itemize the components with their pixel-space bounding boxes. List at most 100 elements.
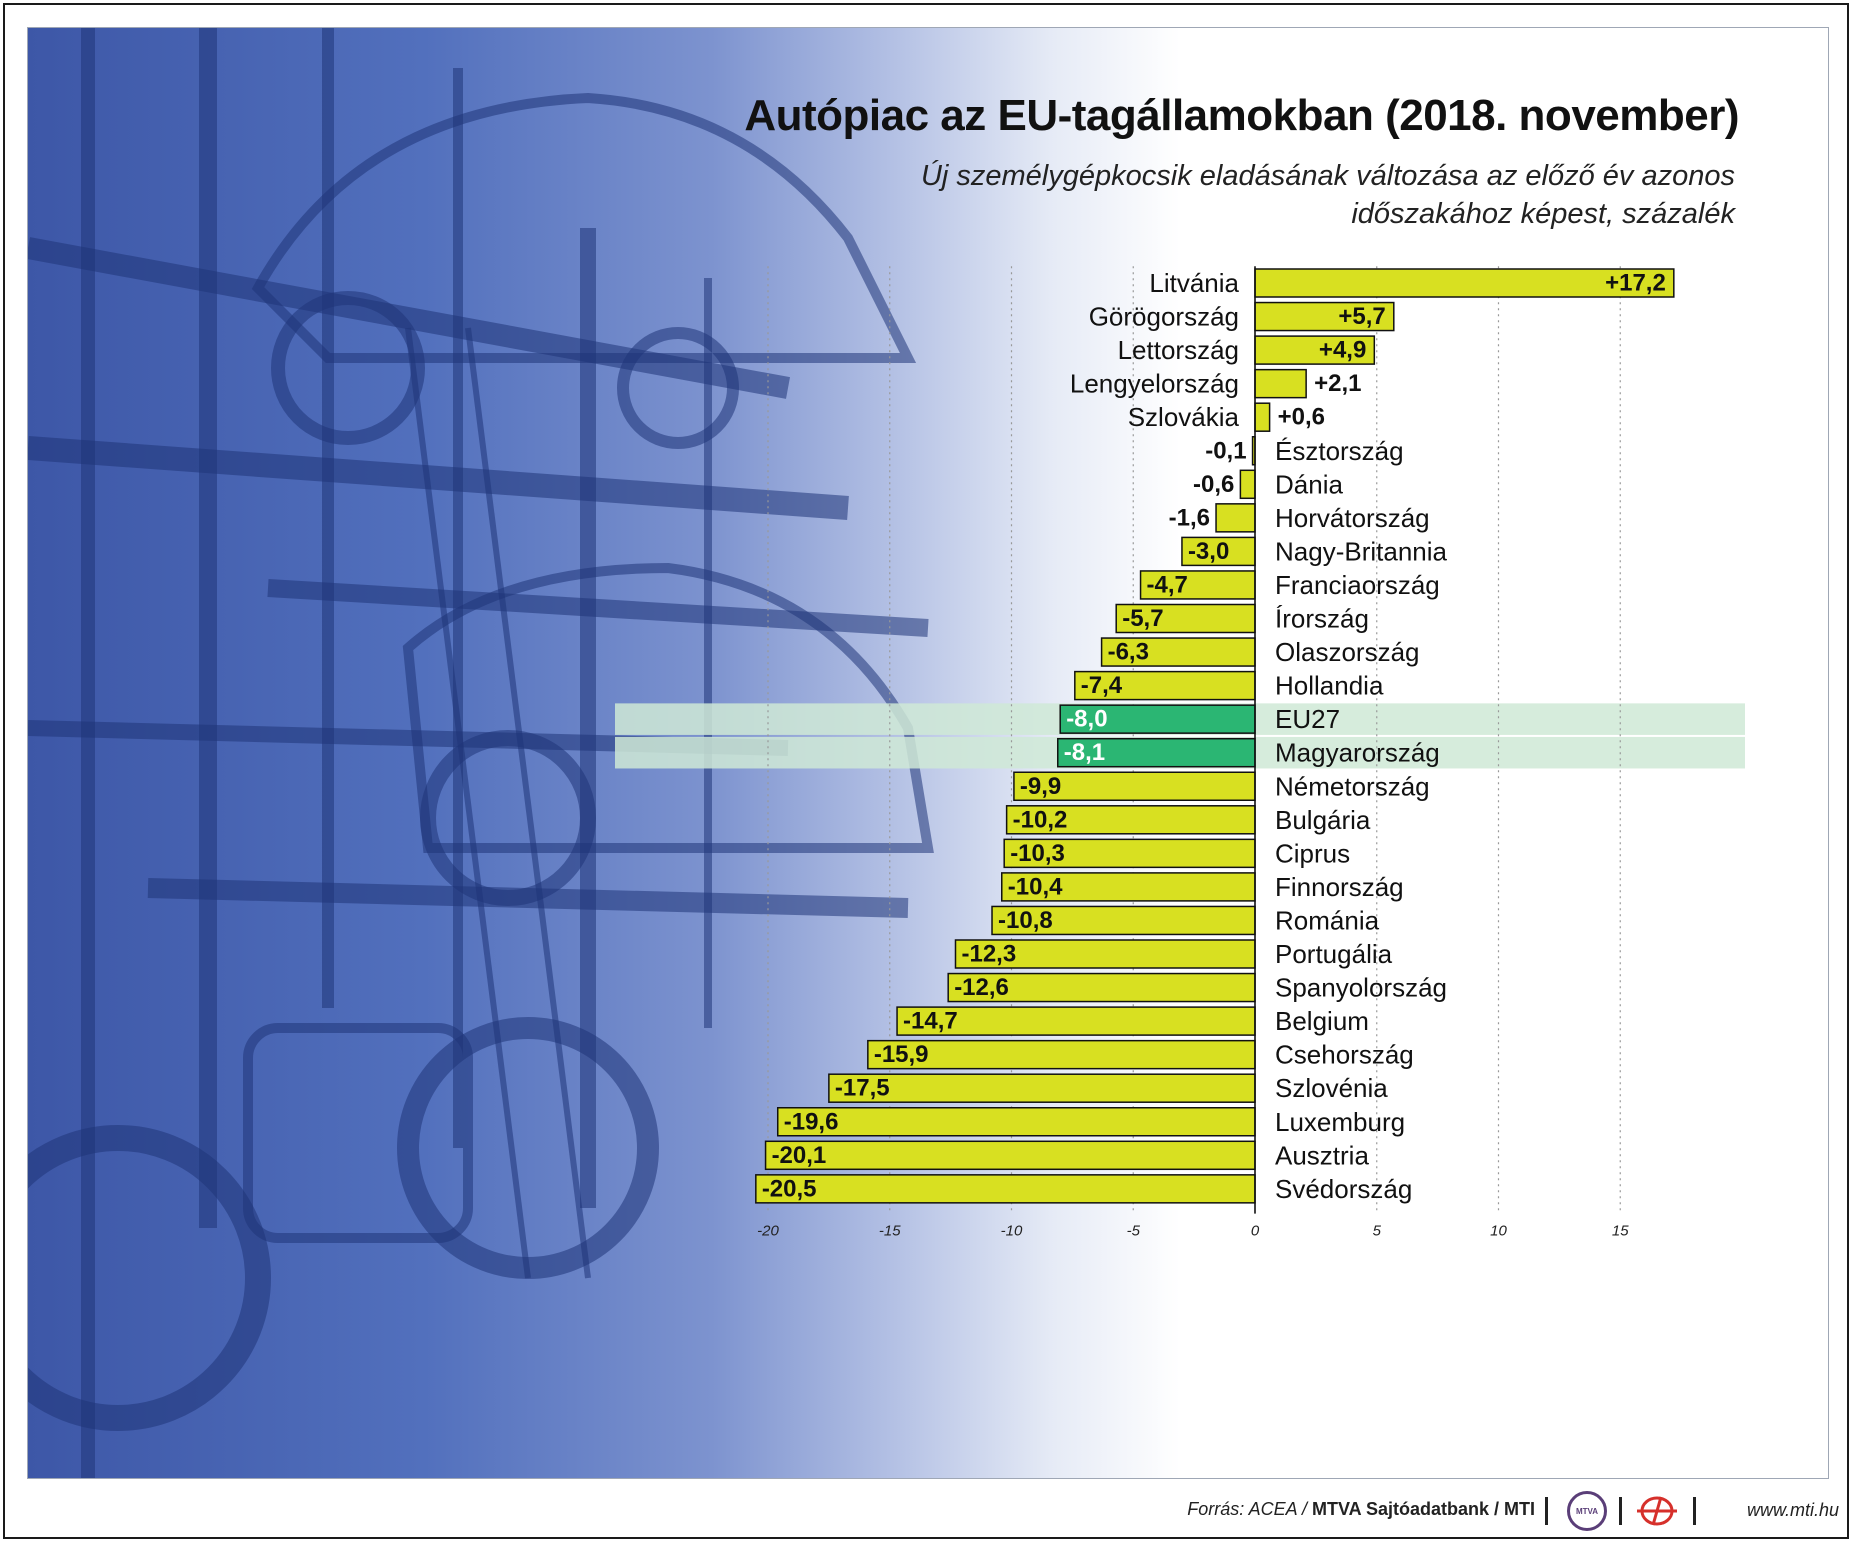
- bar-chart: +17,2 Litvánia +5,7 Görögország +4,9 Lettorsz…: [615, 266, 1745, 1240]
- value-label: -7,4: [1081, 672, 1123, 699]
- category-label: Portugália: [1275, 939, 1393, 969]
- bar: [1115, 603, 1256, 634]
- category-label: Csehország: [1275, 1040, 1414, 1070]
- value-label: +17,2: [1605, 270, 1666, 297]
- footer-separator: [1693, 1497, 1696, 1525]
- bar: [1139, 570, 1256, 600]
- value-label: -0,1: [1205, 437, 1246, 464]
- bar: [1254, 368, 1307, 399]
- category-label: EU27: [1275, 704, 1340, 734]
- category-label: Litvánia: [1149, 268, 1239, 298]
- value-label: +0,6: [1278, 404, 1325, 431]
- category-label: Németország: [1275, 771, 1430, 801]
- value-label: -3,0: [1188, 538, 1229, 565]
- category-label: Finnország: [1275, 872, 1404, 902]
- value-label: -12,6: [954, 974, 1009, 1001]
- bar: [776, 1107, 1256, 1137]
- bar: [1239, 469, 1256, 500]
- bar: [1254, 268, 1675, 298]
- bar: [1005, 805, 1256, 835]
- bar: [896, 1006, 1256, 1036]
- category-label: Ciprus: [1275, 838, 1350, 868]
- category-label: Nagy-Britannia: [1275, 536, 1448, 566]
- x-tick-label: -20: [757, 1223, 779, 1240]
- category-label: Lettország: [1118, 335, 1239, 365]
- bar: [1013, 771, 1256, 801]
- chart-title: Autópiac az EU-tagállamokban (2018. nove…: [744, 91, 1739, 140]
- category-label: Szlovénia: [1275, 1073, 1388, 1103]
- category-label: Olaszország: [1275, 637, 1420, 667]
- bar: [1001, 872, 1256, 902]
- value-label: -10,2: [1013, 806, 1068, 833]
- bar: [1057, 737, 1256, 768]
- category-label: Bulgária: [1275, 805, 1371, 835]
- bar: [1074, 670, 1256, 701]
- footer-separator: [1619, 1497, 1622, 1525]
- value-label: -14,7: [903, 1008, 958, 1035]
- bar: [1003, 838, 1256, 869]
- value-label: -10,8: [998, 907, 1053, 934]
- bar: [947, 972, 1256, 1003]
- value-label: -15,9: [874, 1041, 929, 1068]
- category-label: Észtország: [1275, 436, 1404, 466]
- x-tick-label: -15: [879, 1223, 901, 1240]
- category-label: Írország: [1275, 604, 1369, 634]
- footer: Forrás: ACEA / MTVA Sajtóadatbank / MTI …: [1105, 1491, 1845, 1531]
- x-tick-label: -10: [1001, 1223, 1023, 1240]
- x-tick-label: -5: [1127, 1223, 1141, 1240]
- bar: [1059, 704, 1256, 734]
- value-label: -10,3: [1010, 840, 1065, 867]
- bar: [1215, 503, 1256, 533]
- category-label: Hollandia: [1275, 671, 1384, 701]
- value-label: -9,9: [1020, 773, 1061, 800]
- category-label: Szlovákia: [1128, 402, 1240, 432]
- category-label: Luxemburg: [1275, 1107, 1405, 1137]
- x-tick-label: 15: [1612, 1223, 1629, 1240]
- source-bold: MTVA Sajtóadatbank / MTI: [1311, 1499, 1535, 1519]
- value-label: -19,6: [784, 1108, 839, 1135]
- value-label: -1,6: [1169, 504, 1210, 531]
- value-label: -20,5: [762, 1175, 817, 1202]
- x-tick-label: 10: [1490, 1223, 1507, 1240]
- source-prefix: Forrás: ACEA /: [1187, 1499, 1312, 1519]
- value-label: -8,0: [1066, 706, 1107, 733]
- category-label: Görögország: [1089, 302, 1239, 332]
- category-label: Belgium: [1275, 1006, 1369, 1036]
- category-label: Románia: [1275, 905, 1380, 935]
- value-label: -12,3: [961, 941, 1016, 968]
- source-credit: Forrás: ACEA / MTVA Sajtóadatbank / MTI: [1187, 1499, 1535, 1520]
- truck-illustration: [28, 28, 934, 1478]
- value-label: -17,5: [835, 1075, 890, 1102]
- bar: [1254, 402, 1271, 432]
- chart-subtitle: Új személygépkocsik eladásának változása…: [920, 160, 1735, 230]
- value-label: -5,7: [1122, 605, 1163, 632]
- value-label: -0,6: [1193, 471, 1234, 498]
- bar: [764, 1140, 1256, 1171]
- value-label: -4,7: [1147, 571, 1188, 598]
- category-label: Magyarország: [1275, 738, 1440, 768]
- bar: [954, 939, 1256, 969]
- category-label: Ausztria: [1275, 1140, 1369, 1170]
- bar: [867, 1039, 1256, 1070]
- value-label: -10,4: [1008, 873, 1063, 900]
- value-label: -8,1: [1064, 739, 1105, 766]
- bar: [828, 1073, 1256, 1103]
- value-label: +2,1: [1314, 370, 1361, 397]
- footer-separator: [1545, 1497, 1548, 1525]
- mtva-logo: MTVA: [1567, 1491, 1607, 1531]
- x-tick-label: 5: [1373, 1223, 1382, 1240]
- value-label: -20,1: [772, 1142, 827, 1169]
- category-label: Franciaország: [1275, 570, 1440, 600]
- infographic-frame: +17,2 Litvánia +5,7 Görögország +4,9 Lettorsz…: [3, 3, 1849, 1539]
- category-label: Horvátország: [1275, 503, 1430, 533]
- value-label: +5,7: [1338, 303, 1385, 330]
- value-label: +4,9: [1319, 337, 1366, 364]
- bar: [755, 1174, 1256, 1204]
- x-tick-label: 0: [1251, 1223, 1260, 1240]
- category-label: Dánia: [1275, 469, 1343, 499]
- bar: [1100, 637, 1256, 667]
- category-label: Spanyolország: [1275, 973, 1447, 1003]
- value-label: -6,3: [1108, 639, 1149, 666]
- mti-logo-icon: [1637, 1496, 1677, 1526]
- bar: [1254, 335, 1376, 365]
